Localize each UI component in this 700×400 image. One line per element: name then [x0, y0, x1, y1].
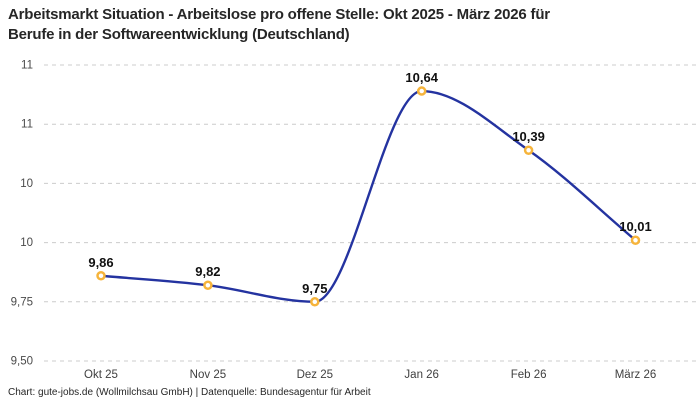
data-point-marker[interactable] [523, 145, 534, 155]
chart-title-line-2: Berufe in der Softwareentwicklung (Deuts… [8, 26, 350, 43]
x-axis-tick-label: März 26 [615, 369, 657, 381]
data-point-label: 9,82 [195, 264, 220, 279]
data-point-label: 9,86 [88, 255, 113, 270]
chart-title-line-1: Arbeitsmarkt Situation - Arbeitslose pro… [8, 6, 550, 23]
x-axis-tick-label: Feb 26 [511, 369, 547, 381]
data-point-label: 10,01 [619, 219, 652, 234]
data-point-label: 10,39 [512, 129, 545, 144]
x-axis-tick-label: Jan 26 [404, 369, 439, 381]
data-point-marker[interactable] [310, 297, 320, 307]
y-axis-tick-label: 9,75 [11, 296, 33, 308]
y-axis-tick-label: 9,50 [11, 356, 33, 368]
data-point-label: 9,75 [302, 281, 327, 296]
data-point-marker[interactable] [96, 271, 106, 281]
chart-title: Arbeitsmarkt Situation - Arbeitslose pro… [8, 5, 550, 45]
chart-attribution: Chart: gute-jobs.de (Wollmilchsau GmbH) … [8, 387, 371, 398]
y-axis-tick-label: 10 [20, 178, 33, 190]
data-point-marker[interactable] [203, 280, 213, 290]
x-axis-tick-label: Dez 25 [297, 369, 333, 381]
y-axis-tick-label: 10 [20, 237, 33, 249]
data-point-marker[interactable] [630, 235, 641, 245]
x-axis-tick-label: Nov 25 [190, 369, 226, 381]
x-axis-tick-label: Okt 25 [84, 369, 118, 381]
data-point-label: 10,64 [405, 70, 438, 85]
line-series [99, 89, 637, 304]
y-axis-tick-label: 11 [21, 119, 33, 131]
y-axis-tick-label: 11 [21, 60, 33, 72]
data-point-marker[interactable] [416, 86, 427, 96]
